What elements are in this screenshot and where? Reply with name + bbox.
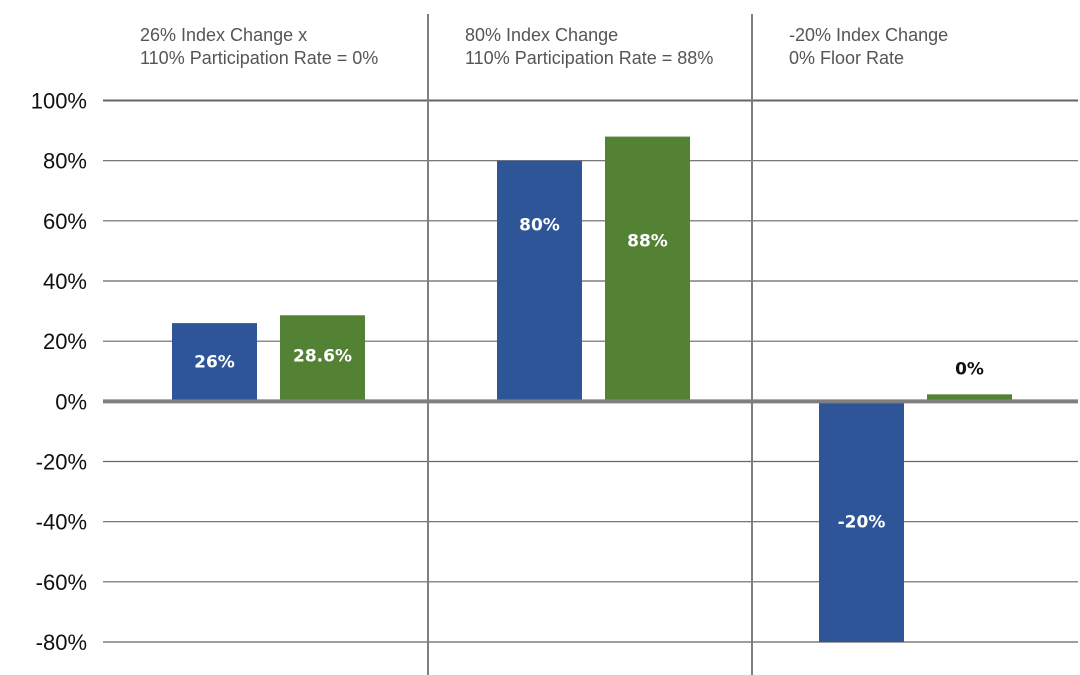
y-tick-label: 80% xyxy=(43,149,87,174)
y-tick-label: 100% xyxy=(31,89,87,114)
y-tick-label: -20% xyxy=(36,450,87,475)
panel-label-line: 110% Participation Rate = 0% xyxy=(140,48,378,68)
y-tick-label: 0% xyxy=(55,389,87,414)
bar-blue xyxy=(172,323,257,402)
bar-green xyxy=(605,136,690,402)
bar-label: 0% xyxy=(955,359,984,379)
bar-label: 28.6% xyxy=(293,346,352,366)
panel-labels: 26% Index Change x 110% Participation Rat… xyxy=(140,25,948,68)
panel-dividers xyxy=(427,14,753,675)
y-tick-label: -40% xyxy=(36,510,87,535)
panel-label-line: 0% Floor Rate xyxy=(789,48,904,68)
bar-label: 80% xyxy=(519,216,560,236)
panel-label-line: 80% Index Change xyxy=(465,25,618,45)
bar-blue xyxy=(819,401,904,642)
y-tick-label: 60% xyxy=(43,209,87,234)
y-tick-label: -80% xyxy=(36,630,87,655)
bar-label: 26% xyxy=(194,352,235,372)
bar-green xyxy=(927,394,1012,402)
panel-label-line: -20% Index Change xyxy=(789,25,948,45)
bar-label: 88% xyxy=(627,232,668,252)
gridlines xyxy=(103,99,1078,643)
panel-label-line: 26% Index Change x xyxy=(140,25,307,45)
bar-blue xyxy=(497,160,582,402)
y-tick-label: 20% xyxy=(43,329,87,354)
y-tick-label: -60% xyxy=(36,570,87,595)
panel-label-line: 110% Participation Rate = 88% xyxy=(465,48,713,68)
bar-labels: 26% 28.6% 80% 88% -20% 0% xyxy=(194,216,984,533)
y-tick-label: 40% xyxy=(43,269,87,294)
bar-green xyxy=(280,315,365,402)
bar-label: -20% xyxy=(838,513,886,533)
bars xyxy=(172,136,1012,642)
y-axis-ticks: 100% 80% 60% 40% 20% 0% -20% -40% -60% -80% xyxy=(31,89,87,656)
